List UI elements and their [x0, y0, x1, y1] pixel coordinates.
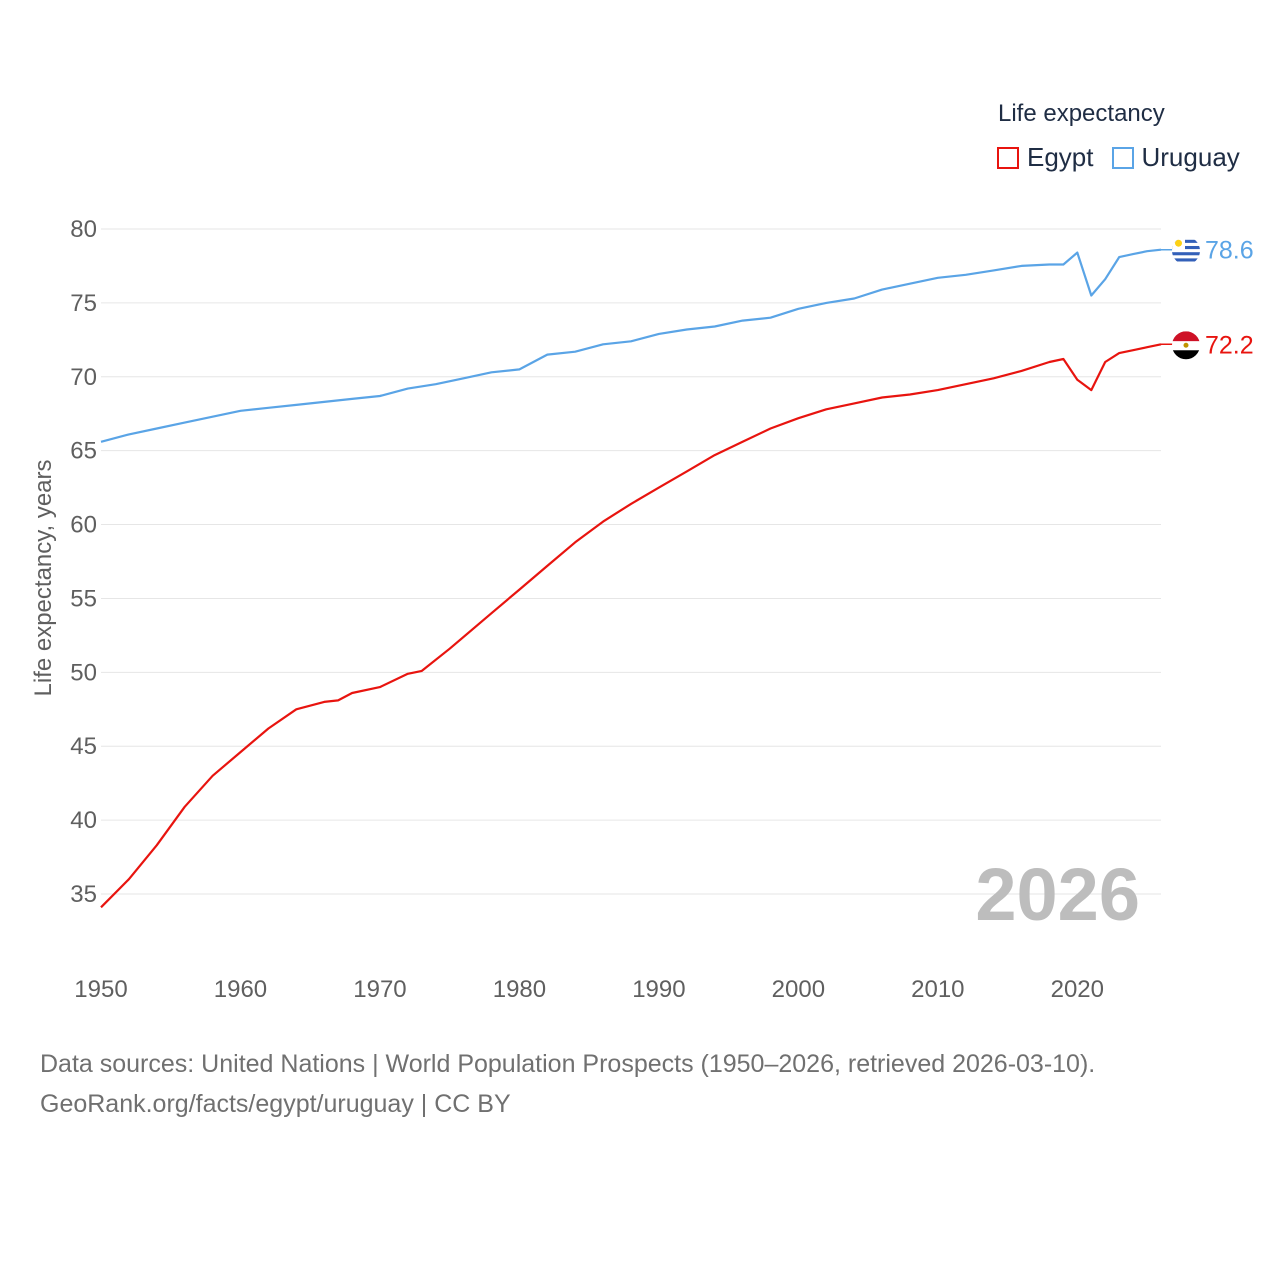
y-tick-label-75: 75: [70, 290, 97, 317]
legend: Egypt Uruguay: [997, 142, 1258, 173]
series-lines: [100, 248, 1162, 909]
legend-title: Life expectancy: [998, 100, 1165, 127]
y-axis-label: Life expectancy, years: [30, 459, 57, 696]
y-tick-label-80: 80: [70, 216, 97, 243]
x-tick-label-2020: 2020: [1051, 976, 1104, 1003]
source-line-2[interactable]: GeoRank.org/facts/egypt/uruguay | CC BY: [40, 1090, 511, 1118]
x-tick-label-1960: 1960: [214, 976, 267, 1003]
legend-label-uruguay: Uruguay: [1141, 142, 1240, 172]
x-tick-label-2000: 2000: [772, 976, 825, 1003]
end-value-label-egypt: 72.2: [1205, 331, 1254, 359]
source-line-1: Data sources: United Nations | World Pop…: [40, 1050, 1096, 1078]
end-value-label-uruguay: 78.6: [1205, 237, 1254, 265]
legend-label-egypt: Egypt: [1027, 142, 1094, 172]
x-axis-ticks: 1950 1960 1970 1980 1990 2000 2010 2020: [74, 976, 1104, 1003]
y-tick-label-55: 55: [70, 585, 97, 612]
legend-swatch-uruguay: [1111, 146, 1134, 169]
y-tick-label-50: 50: [70, 659, 97, 686]
y-tick-label-65: 65: [70, 438, 97, 465]
y-axis-ticks: 35 40 45 50 55 60 65 70 75 80: [70, 216, 97, 908]
source-note: Data sources: United Nations | World Pop…: [40, 1044, 1095, 1124]
x-tick-label-1950: 1950: [74, 976, 127, 1003]
x-tick-label-1990: 1990: [632, 976, 685, 1003]
y-tick-label-60: 60: [70, 512, 97, 539]
series-line-uruguay: [100, 248, 1162, 443]
y-tick-label-40: 40: [70, 807, 97, 834]
uruguay-flag-icon: [1172, 236, 1200, 265]
series-line-egypt: [100, 343, 1162, 909]
y-tick-label-35: 35: [70, 881, 97, 908]
gridlines: [101, 228, 1161, 895]
x-tick-label-1980: 1980: [493, 976, 546, 1003]
y-tick-label-45: 45: [70, 733, 97, 760]
x-tick-label-1970: 1970: [353, 976, 406, 1003]
legend-item-egypt[interactable]: Egypt: [997, 142, 1094, 173]
egypt-flag-icon: [1172, 331, 1200, 360]
end-labels: 72.2 78.6: [1161, 236, 1254, 360]
legend-item-uruguay[interactable]: Uruguay: [1111, 142, 1240, 173]
x-tick-label-2010: 2010: [911, 976, 964, 1003]
y-tick-label-70: 70: [70, 364, 97, 391]
legend-swatch-egypt: [997, 146, 1019, 169]
current-year-label: 2026: [975, 853, 1140, 936]
